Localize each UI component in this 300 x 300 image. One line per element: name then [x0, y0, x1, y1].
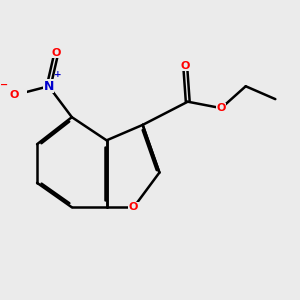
- Text: +: +: [54, 70, 62, 79]
- Text: −: −: [0, 80, 8, 90]
- Text: O: O: [52, 48, 61, 58]
- Text: O: O: [217, 103, 226, 113]
- Text: O: O: [9, 90, 19, 100]
- Text: O: O: [181, 61, 190, 70]
- Text: O: O: [129, 202, 138, 212]
- Text: N: N: [44, 80, 54, 93]
